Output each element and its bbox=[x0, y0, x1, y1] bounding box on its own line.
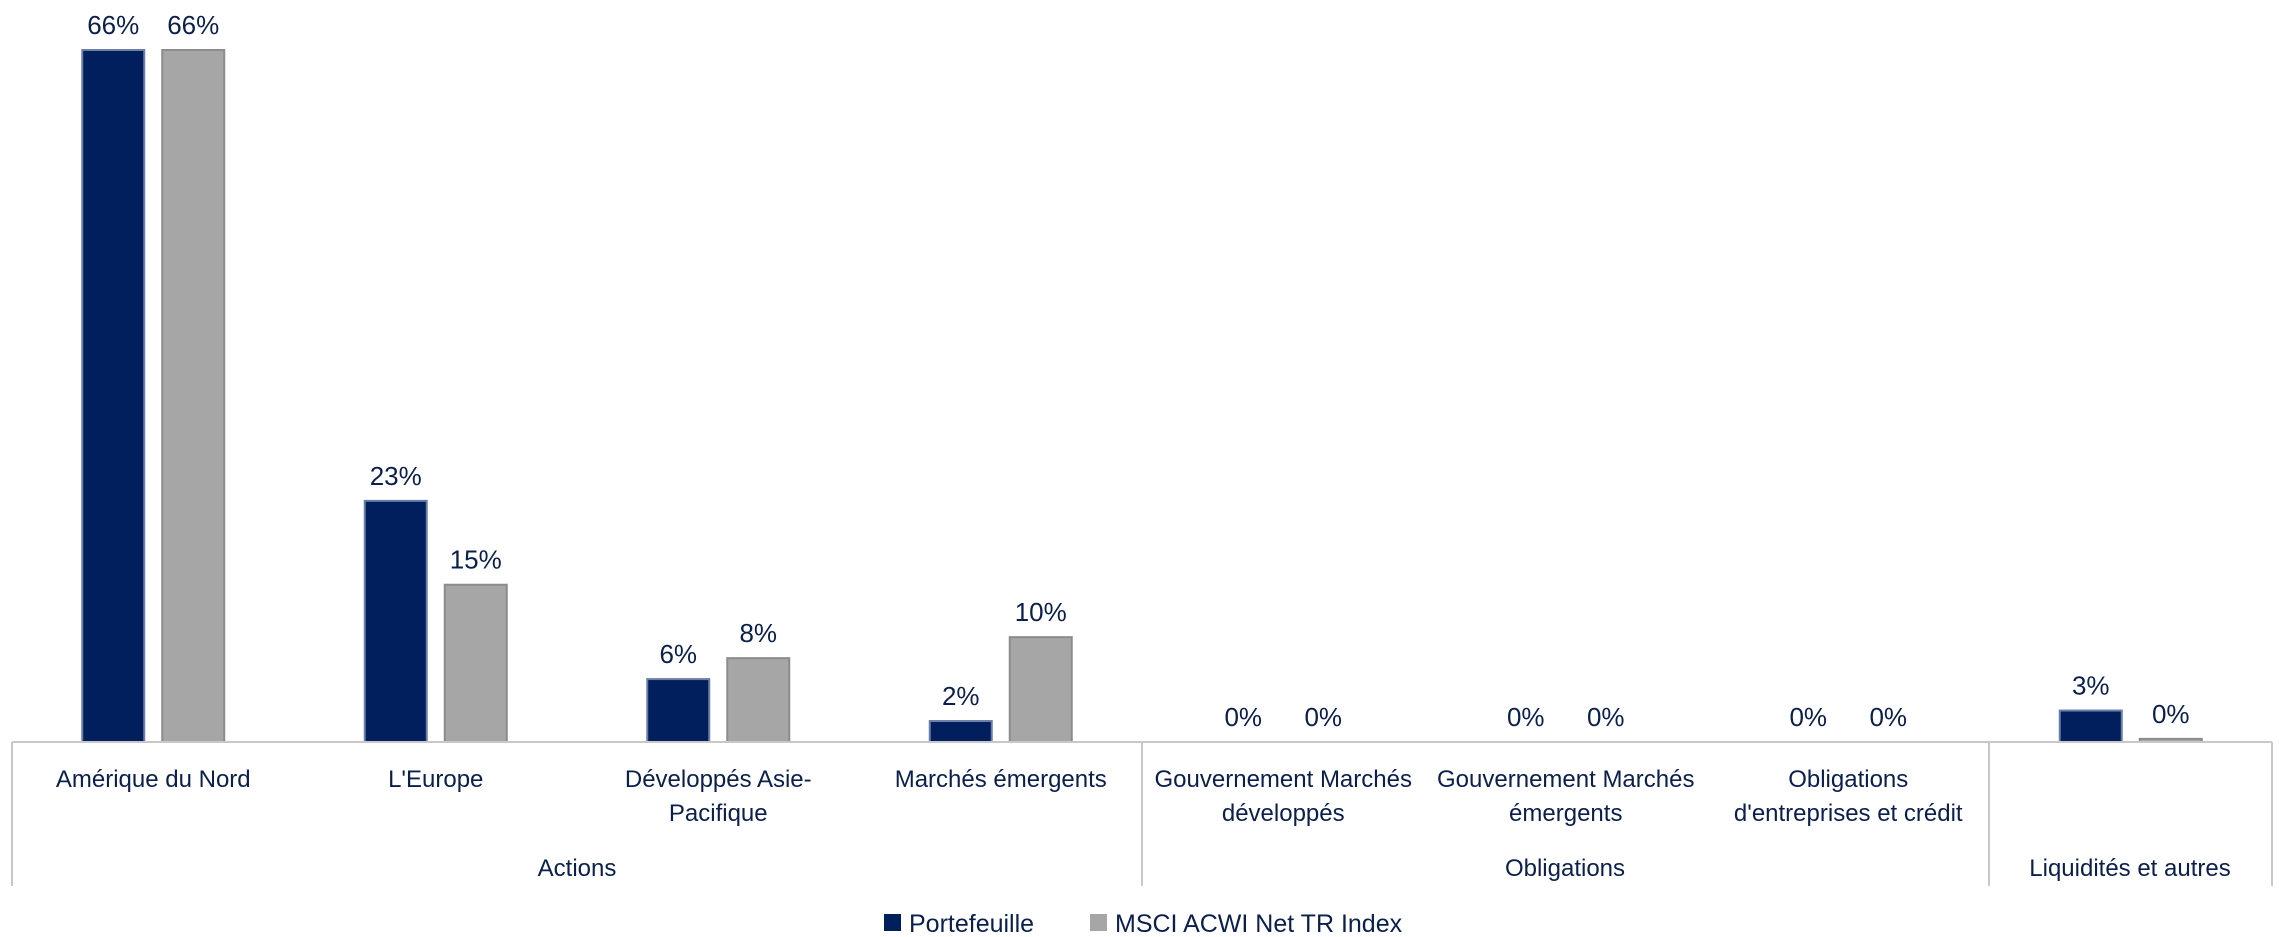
group-label-0: Actions bbox=[538, 855, 617, 882]
category-label-3: Marchés émergents bbox=[895, 766, 1107, 793]
group-labels-layer: Actions Obligations Liquidités et autres bbox=[538, 855, 2231, 882]
value-label-msci-2: 8% bbox=[739, 618, 777, 648]
legend-swatch-msci bbox=[1090, 914, 1107, 931]
value-label-portefeuille-2: 6% bbox=[659, 639, 697, 669]
bar-msci-2 bbox=[726, 657, 791, 743]
bar-portefeuille-7 bbox=[2058, 709, 2123, 744]
group-label-2: Liquidités et autres bbox=[2029, 855, 2230, 882]
category-label-6: Obligations d'entreprises et crédit bbox=[1734, 766, 1963, 827]
category-label-4: Gouvernement Marchés développés bbox=[1155, 766, 1412, 827]
value-label-portefeuille-6: 0% bbox=[1789, 702, 1827, 732]
value-label-portefeuille-4: 0% bbox=[1224, 702, 1262, 732]
legend-label-msci: MSCI ACWI Net TR Index bbox=[1115, 910, 1403, 937]
category-label-0: Amérique du Nord bbox=[56, 766, 251, 793]
value-label-msci-4: 0% bbox=[1304, 702, 1342, 732]
group-label-1: Obligations bbox=[1505, 855, 1625, 882]
category-label-5: Gouvernement Marchés émergents bbox=[1437, 766, 1694, 827]
category-axis bbox=[11, 741, 2273, 886]
category-label-2: Développés Asie-Pacifique bbox=[625, 766, 812, 827]
value-label-msci-0: 66% bbox=[167, 10, 219, 40]
bar-msci-0 bbox=[161, 49, 226, 743]
bars-layer bbox=[81, 49, 2203, 744]
value-label-portefeuille-5: 0% bbox=[1507, 702, 1545, 732]
bar-portefeuille-2 bbox=[646, 678, 711, 743]
legend-swatch-portefeuille bbox=[884, 914, 901, 931]
bar-msci-3 bbox=[1008, 636, 1073, 743]
value-label-msci-5: 0% bbox=[1587, 702, 1625, 732]
bar-portefeuille-3 bbox=[928, 720, 993, 743]
value-label-msci-3: 10% bbox=[1015, 597, 1067, 627]
bar-portefeuille-1 bbox=[363, 499, 428, 743]
bar-msci-1 bbox=[443, 583, 508, 744]
bar-portefeuille-0 bbox=[81, 49, 146, 743]
value-label-msci-6: 0% bbox=[1869, 702, 1907, 732]
value-label-portefeuille-1: 23% bbox=[370, 461, 422, 491]
legend-label-portefeuille: Portefeuille bbox=[909, 910, 1034, 937]
value-label-portefeuille-0: 66% bbox=[87, 10, 139, 40]
category-labels-layer: Amérique du Nord L'Europe Développés Asie-… bbox=[56, 766, 1963, 827]
value-labels-layer: 66% 66% 23% 15% 6% 8% 2% 10% 0% 0% 0% 0% 0% 0% 3% 0% bbox=[87, 10, 2189, 732]
value-label-msci-1: 15% bbox=[450, 545, 502, 575]
value-label-portefeuille-7: 3% bbox=[2072, 671, 2110, 701]
legend: Portefeuille MSCI ACWI Net TR Index bbox=[884, 910, 1403, 937]
value-label-msci-7: 0% bbox=[2152, 699, 2190, 729]
value-label-portefeuille-3: 2% bbox=[942, 681, 980, 711]
category-label-1: L'Europe bbox=[388, 766, 483, 793]
